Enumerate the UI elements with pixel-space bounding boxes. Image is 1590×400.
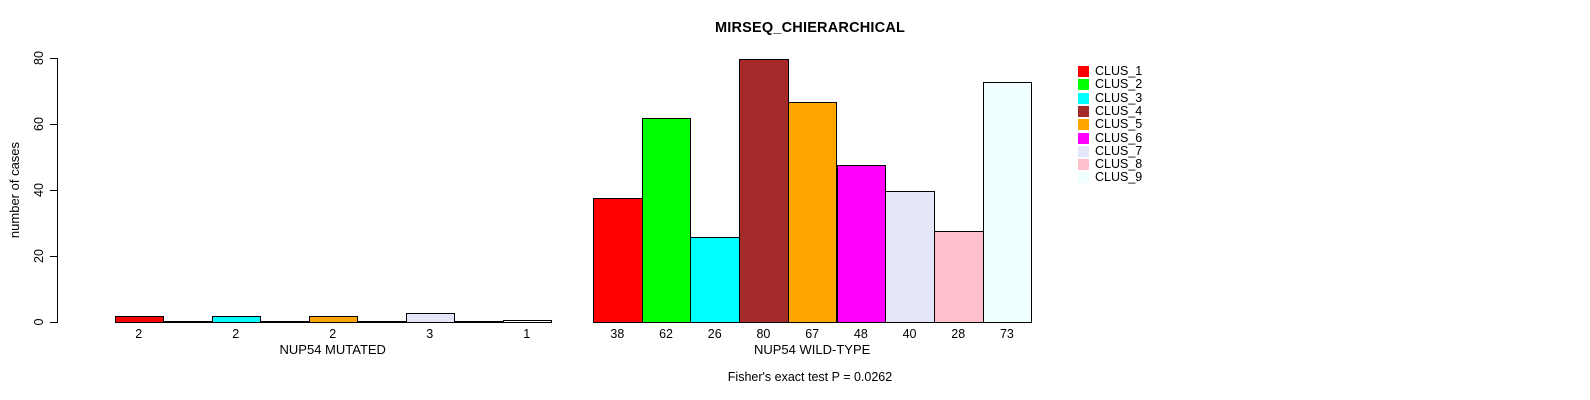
fisher-test-annotation: Fisher's exact test P = 0.0262 xyxy=(727,370,893,384)
zero-bar-clus-2 xyxy=(163,321,213,323)
zero-bar-clus-6 xyxy=(357,321,407,323)
legend-label-clus-9: CLUS_9 xyxy=(1095,170,1143,185)
bar-clus-3 xyxy=(690,237,741,323)
bar-clus-7 xyxy=(405,313,455,323)
legend-swatch-clus-5 xyxy=(1078,119,1089,131)
legend-swatch-clus-3 xyxy=(1078,92,1089,104)
legend-swatch-clus-8 xyxy=(1078,159,1089,171)
y-axis-tick xyxy=(50,190,57,191)
bar-value-label: 2 xyxy=(135,327,143,341)
bar-clus-5 xyxy=(308,316,358,323)
bar-clus-1 xyxy=(114,316,164,323)
bar-clus-2 xyxy=(641,118,692,323)
y-axis-tick xyxy=(50,256,57,257)
legend-label-clus-5: CLUS_5 xyxy=(1095,117,1143,132)
bar-clus-4 xyxy=(739,59,789,323)
bar-value-label: 67 xyxy=(805,327,820,341)
y-axis-tick xyxy=(50,322,57,323)
bar-value-label: 3 xyxy=(426,327,434,341)
bar-clus-3 xyxy=(211,316,261,323)
legend-label-clus-2: CLUS_2 xyxy=(1095,77,1143,92)
zero-bar-clus-4 xyxy=(260,321,310,323)
bar-value-label: 1 xyxy=(523,327,531,341)
bar-value-label: 62 xyxy=(659,327,673,341)
bar-value-label: 40 xyxy=(902,327,917,341)
bar-clus-9 xyxy=(502,319,552,323)
legend-label-clus-1: CLUS_1 xyxy=(1095,64,1143,78)
bar-value-label: 73 xyxy=(999,327,1014,341)
group-axis-label: NUP54 MUTATED xyxy=(279,342,386,357)
legend-swatch-clus-9 xyxy=(1078,172,1089,184)
y-axis-line xyxy=(57,58,58,323)
bar-value-label: 48 xyxy=(853,327,868,341)
legend-swatch-clus-6 xyxy=(1078,132,1089,144)
bar-value-label: 28 xyxy=(951,327,966,341)
bar-clus-5 xyxy=(787,101,838,323)
bar-value-label: 2 xyxy=(232,327,240,341)
bar-value-label: 80 xyxy=(756,327,771,341)
bar-value-label: 2 xyxy=(329,327,337,341)
legend-swatch-clus-1 xyxy=(1078,66,1089,77)
legend-swatch-clus-7 xyxy=(1078,145,1089,157)
legend-swatch-clus-4 xyxy=(1078,105,1089,117)
zero-bar-clus-8 xyxy=(454,321,504,323)
legend-label-clus-4: CLUS_4 xyxy=(1095,103,1143,118)
group-axis-label: NUP54 WILD-TYPE xyxy=(753,342,871,357)
bar-clus-9 xyxy=(982,82,1033,323)
bar-value-label: 38 xyxy=(610,327,625,341)
bar-clus-8 xyxy=(933,230,984,323)
legend-swatch-clus-2 xyxy=(1078,79,1089,91)
bar-clus-6 xyxy=(836,164,887,323)
legend-label-clus-3: CLUS_3 xyxy=(1095,90,1143,105)
y-axis-tick xyxy=(50,58,57,59)
bar-value-label: 26 xyxy=(707,327,722,341)
legend-label-clus-8: CLUS_8 xyxy=(1095,157,1143,172)
chart-title: MIRSEQ_CHIERARCHICAL xyxy=(714,20,906,36)
y-axis-tick xyxy=(50,124,57,125)
legend-label-clus-6: CLUS_6 xyxy=(1095,130,1143,145)
legend-label-clus-7: CLUS_7 xyxy=(1095,143,1143,158)
